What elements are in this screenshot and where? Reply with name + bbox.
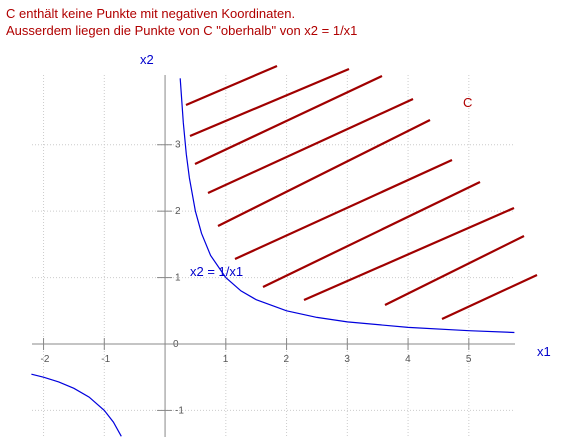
y-tick-label: 2 <box>175 206 181 217</box>
x-tick-label: 2 <box>284 354 290 365</box>
x-tick-label: 4 <box>405 354 411 365</box>
title: C enthält keine Punkte mit negativen Koo… <box>6 6 295 21</box>
region-label: C <box>463 95 472 110</box>
y-tick-label: 3 <box>175 140 181 151</box>
x-axis-label: x1 <box>537 344 551 359</box>
x-tick-label: -1 <box>101 354 110 365</box>
y-tick-label: -1 <box>175 405 184 416</box>
y-axis-label: x2 <box>140 52 154 67</box>
x-tick-label: 1 <box>223 354 229 365</box>
x-tick-label: -2 <box>41 354 50 365</box>
x-tick-label: 3 <box>344 354 350 365</box>
subtitle: Ausserdem liegen die Punkte von C "oberh… <box>6 23 357 38</box>
curve <box>31 78 515 437</box>
y-tick-label: 1 <box>175 273 181 284</box>
curve-label: x2 = 1/x1 <box>190 264 243 279</box>
x-tick-label: 5 <box>466 354 472 365</box>
hatching <box>185 64 538 320</box>
